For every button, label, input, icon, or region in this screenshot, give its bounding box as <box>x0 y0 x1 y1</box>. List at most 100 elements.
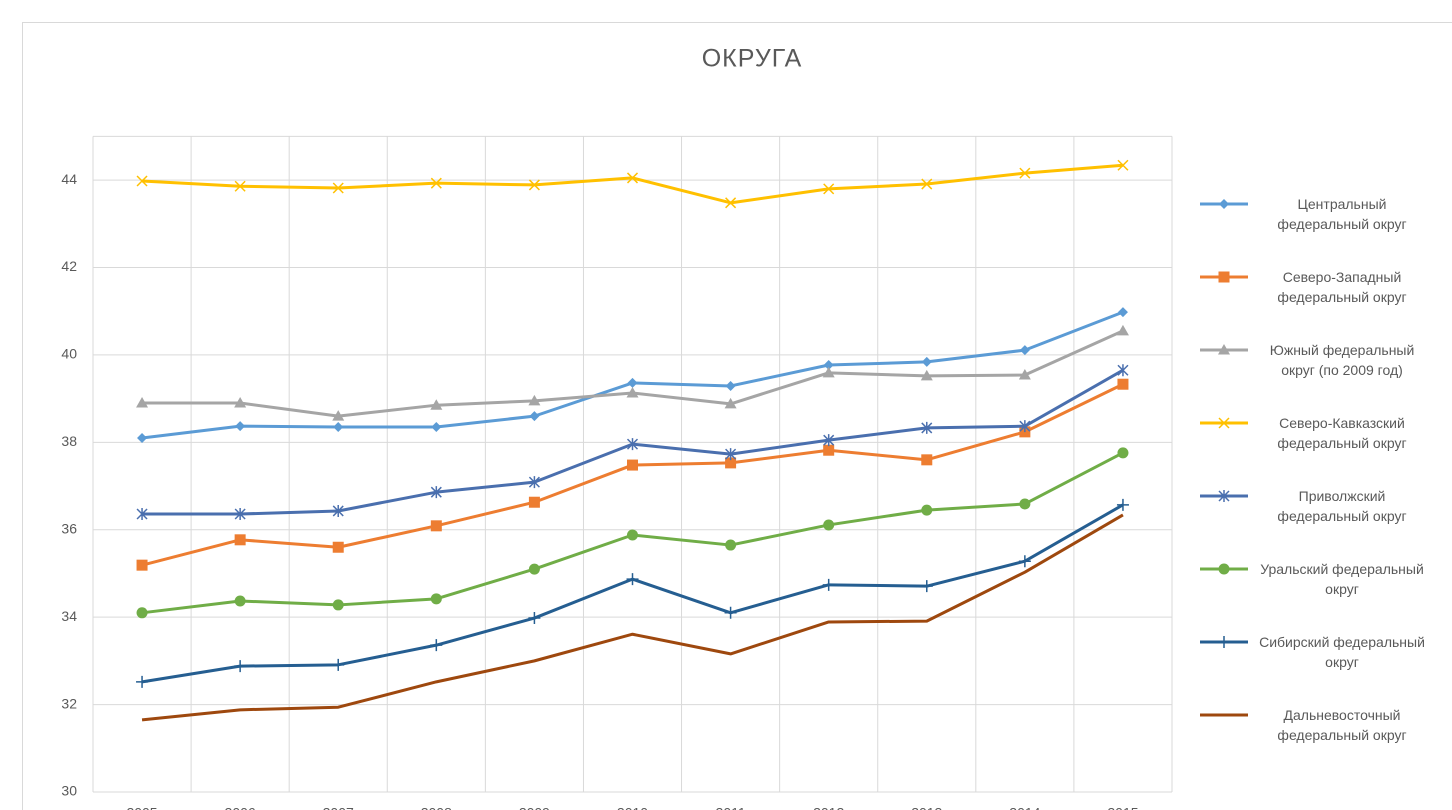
marker <box>137 432 148 443</box>
x-tick-label: 2013 <box>911 805 942 810</box>
marker <box>234 397 247 408</box>
x-tick-label: 2011 <box>716 805 746 810</box>
marker <box>627 529 638 541</box>
marker <box>1019 345 1030 356</box>
y-tick-label: 36 <box>61 520 77 536</box>
x-tick-label: 2005 <box>126 805 157 810</box>
marker <box>1018 369 1031 380</box>
marker <box>333 422 344 433</box>
marker <box>234 534 246 546</box>
series <box>141 513 1124 722</box>
series <box>136 378 1129 571</box>
marker <box>332 541 344 553</box>
marker <box>234 508 246 521</box>
marker <box>725 448 737 461</box>
marker <box>528 563 540 575</box>
series <box>137 307 1128 443</box>
marker <box>823 519 835 531</box>
marker <box>528 496 540 508</box>
marker <box>430 593 442 605</box>
marker <box>136 397 149 408</box>
marker <box>528 179 540 191</box>
marker <box>725 457 737 469</box>
marker <box>920 369 933 381</box>
marker <box>822 578 835 591</box>
marker <box>921 356 932 367</box>
x-tick-label: 2008 <box>421 805 452 810</box>
series <box>136 447 1129 619</box>
marker <box>823 444 835 456</box>
marker <box>921 504 933 516</box>
marker <box>1117 447 1129 459</box>
marker <box>332 410 345 421</box>
marker <box>823 183 835 195</box>
marker <box>1218 490 1230 502</box>
x-tick-label: 2009 <box>519 805 550 810</box>
marker <box>431 422 442 433</box>
marker <box>136 175 148 187</box>
marker <box>725 380 736 391</box>
marker <box>430 399 443 410</box>
marker <box>627 459 638 471</box>
marker <box>332 504 344 517</box>
legend-label: Северо-Западный федеральный округ <box>1277 269 1407 305</box>
marker <box>234 660 247 673</box>
marker <box>626 386 639 398</box>
legend-label: Дальневосточный федеральный округ <box>1277 707 1407 743</box>
marker <box>1218 417 1230 429</box>
y-tick-label: 40 <box>61 346 77 362</box>
legend-label: Сибирский федеральный округ <box>1259 634 1425 670</box>
x-tick-label: 2015 <box>1107 805 1138 810</box>
marker <box>724 606 737 619</box>
chart-border <box>22 22 1452 810</box>
marker <box>627 377 638 388</box>
marker <box>1116 324 1129 336</box>
marker <box>626 438 639 451</box>
marker <box>822 366 835 378</box>
x-tick-label: 2006 <box>225 805 256 810</box>
marker <box>921 454 933 466</box>
marker <box>332 599 344 611</box>
series <box>136 159 1129 209</box>
marker <box>529 411 540 422</box>
x-tick-label: 2007 <box>323 805 354 810</box>
marker <box>920 580 933 593</box>
marker <box>823 359 834 370</box>
legend-label: Северо-Кавказский федеральный округ <box>1277 415 1407 451</box>
y-tick-label: 32 <box>61 695 77 711</box>
y-tick-label: 42 <box>61 258 77 274</box>
marker <box>430 486 442 499</box>
x-tick-label: 2012 <box>813 805 844 810</box>
y-tick-label: 34 <box>61 608 77 624</box>
y-tick-label: 30 <box>61 783 77 799</box>
marker <box>332 658 345 671</box>
marker <box>823 434 835 447</box>
marker <box>1117 378 1129 390</box>
series <box>136 498 1129 688</box>
marker <box>1116 498 1129 511</box>
marker <box>725 197 737 209</box>
marker <box>136 508 148 521</box>
marker <box>1117 364 1129 377</box>
marker <box>724 397 737 409</box>
x-tick-label: 2014 <box>1009 805 1040 810</box>
legend-label: Приволжский федеральный округ <box>1277 488 1407 524</box>
marker <box>332 182 344 194</box>
marker <box>1019 420 1031 433</box>
series-line <box>141 513 1124 722</box>
marker <box>528 394 541 406</box>
marker <box>430 639 443 652</box>
y-tick-label: 38 <box>61 433 77 449</box>
marker <box>528 476 540 489</box>
series <box>136 324 1129 421</box>
marker <box>1018 555 1031 568</box>
marker <box>528 612 541 625</box>
marker <box>234 595 246 607</box>
marker <box>1218 271 1230 283</box>
marker <box>234 180 246 192</box>
marker <box>1218 563 1230 575</box>
marker <box>921 421 933 434</box>
legend-label: Центральный федеральный округ <box>1277 196 1407 232</box>
